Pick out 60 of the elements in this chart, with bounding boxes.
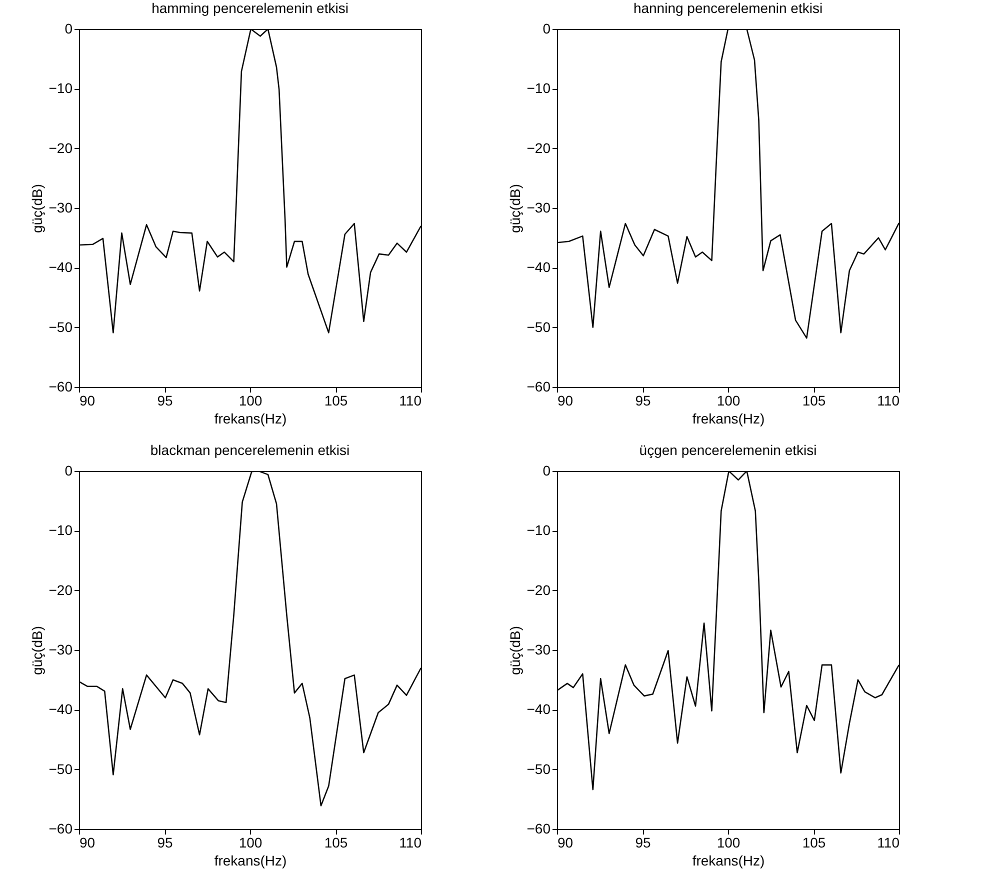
y-tick-label: −10 bbox=[48, 80, 73, 96]
x-axis-title: frekans(Hz) bbox=[214, 852, 287, 868]
y-tick-label: −30 bbox=[48, 642, 73, 658]
x-axis-title: frekans(Hz) bbox=[692, 410, 765, 426]
y-tick-label: −20 bbox=[48, 582, 73, 598]
x-tick-label: 105 bbox=[802, 834, 826, 850]
y-tick-label: −40 bbox=[526, 701, 551, 718]
x-tick-label: 110 bbox=[877, 834, 900, 850]
chart-title: hamming pencerelemenin etkisi bbox=[152, 0, 348, 16]
y-tick-label: −20 bbox=[526, 582, 551, 598]
y-axis-title: güç(dB) bbox=[506, 626, 523, 676]
y-tick-label: 0 bbox=[542, 20, 551, 36]
x-tick-label: 100 bbox=[716, 834, 740, 850]
y-tick-label: −60 bbox=[526, 378, 551, 394]
y-axis-title: güç(dB) bbox=[28, 184, 45, 234]
y-tick-label: 0 bbox=[64, 462, 73, 478]
chart-title: üçgen pencerelemenin etkisi bbox=[639, 442, 817, 458]
x-tick-label: 95 bbox=[157, 392, 173, 408]
x-tick-label: 105 bbox=[324, 834, 348, 850]
y-tick-label: 0 bbox=[542, 462, 551, 478]
y-tick-label: −50 bbox=[48, 318, 73, 335]
y-tick-label: −20 bbox=[48, 140, 73, 156]
y-tick-label: −20 bbox=[526, 140, 551, 156]
y-tick-label: −60 bbox=[48, 820, 73, 836]
y-tick-label: −50 bbox=[526, 318, 551, 335]
x-tick-label: 95 bbox=[635, 392, 651, 408]
y-tick-label: −40 bbox=[48, 701, 73, 718]
x-tick-label: 90 bbox=[80, 834, 96, 850]
y-tick-label: −60 bbox=[526, 820, 551, 836]
y-tick-label: −10 bbox=[526, 80, 551, 96]
x-tick-label: 110 bbox=[399, 392, 422, 408]
y-tick-label: 0 bbox=[64, 20, 73, 36]
y-tick-label: −40 bbox=[48, 259, 73, 276]
y-tick-label: −10 bbox=[48, 522, 73, 538]
y-tick-label: −60 bbox=[48, 378, 73, 394]
y-tick-label: −30 bbox=[526, 200, 551, 216]
x-tick-label: 90 bbox=[558, 392, 574, 408]
x-tick-label: 95 bbox=[635, 834, 651, 850]
chart-title: blackman pencerelemenin etkisi bbox=[150, 442, 350, 458]
x-axis-title: frekans(Hz) bbox=[692, 852, 765, 868]
x-tick-label: 90 bbox=[80, 392, 96, 408]
x-tick-label: 95 bbox=[157, 834, 173, 850]
chart-title: hanning pencerelemenin etkisi bbox=[633, 0, 823, 16]
y-tick-label: −10 bbox=[526, 522, 551, 538]
y-tick-label: −40 bbox=[526, 259, 551, 276]
x-tick-label: 100 bbox=[716, 392, 740, 408]
x-tick-label: 110 bbox=[399, 834, 422, 850]
x-tick-label: 90 bbox=[558, 834, 574, 850]
y-axis-title: güç(dB) bbox=[506, 184, 523, 234]
x-tick-label: 100 bbox=[238, 392, 262, 408]
x-tick-label: 100 bbox=[238, 834, 262, 850]
y-tick-label: −30 bbox=[48, 200, 73, 216]
x-tick-label: 105 bbox=[324, 392, 348, 408]
y-tick-label: −50 bbox=[526, 760, 551, 777]
y-tick-label: −50 bbox=[48, 760, 73, 777]
x-tick-label: 110 bbox=[877, 392, 900, 408]
y-tick-label: −30 bbox=[526, 642, 551, 658]
x-axis-title: frekans(Hz) bbox=[214, 410, 287, 426]
x-tick-label: 105 bbox=[802, 392, 826, 408]
y-axis-title: güç(dB) bbox=[28, 626, 45, 676]
